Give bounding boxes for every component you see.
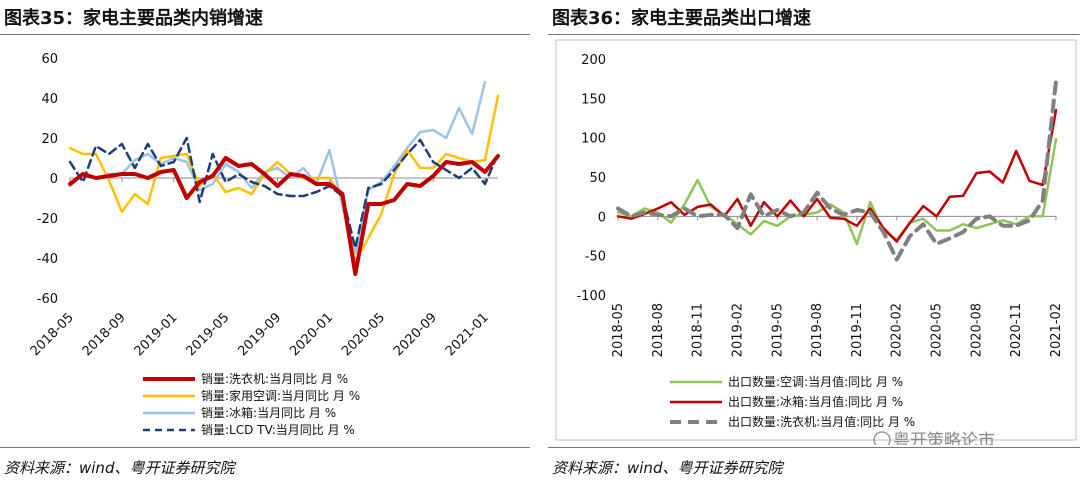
y-tick-label: 40 [41, 92, 58, 107]
x-tick-label: 2018-09 [80, 310, 129, 359]
y-tick-label: -40 [37, 252, 58, 267]
wechat-icon [873, 431, 891, 445]
series-line-1 [68, 94, 500, 264]
x-tick-label: 2019-02 [730, 303, 745, 357]
x-tick-label: 2019-01 [132, 310, 181, 359]
x-tick-label: 2018-08 [651, 303, 666, 357]
legend-label: 销量:洗衣机:当月同比 月 % [201, 371, 348, 386]
x-tick-label: 2018-05 [28, 310, 77, 359]
x-tick-label: 2019-08 [810, 303, 825, 357]
x-tick-label: 2018-05 [611, 303, 626, 357]
chart-title: 图表36：家电主要品类出口增速 [552, 8, 812, 29]
x-tick-label: 2020-02 [890, 303, 905, 357]
legend-label: 出口数量:洗衣机:当月值:同比 月 % [728, 414, 915, 429]
source-note: 资料来源：wind、粤开证券研究院 [4, 459, 235, 477]
source-rule [0, 447, 530, 448]
y-tick-label: 0 [598, 210, 606, 225]
y-tick-label: -100 [576, 289, 606, 304]
y-tick-label: 200 [581, 53, 606, 68]
x-tick-label: 2020-11 [1009, 303, 1024, 357]
x-tick-label: 2021-02 [1049, 303, 1064, 357]
source-rule [548, 447, 1080, 448]
y-tick-label: -60 [37, 292, 58, 307]
chart-panel-export: 图表36：家电主要品类出口增速 -100 -50 0 50 100 150 200 2018-… [548, 0, 1080, 486]
source-note: 资料来源：wind、粤开证券研究院 [552, 459, 783, 477]
y-tick-label: 50 [589, 171, 606, 186]
legend-label: 销量:LCD TV:当月同比 月 % [201, 423, 355, 437]
series-line-3 [68, 136, 500, 250]
legend-label: 出口数量:空调:当月值:同比 月 % [728, 374, 903, 389]
chart-panel-domestic: 图表35：家电主要品类内销增速 -60 -40 -20 0 20 40 60 2018-05 2… [0, 0, 530, 486]
y-tick-label: 20 [41, 132, 58, 147]
series-line-2 [616, 79, 1058, 262]
x-tick-label: 2020-05 [930, 303, 945, 357]
x-tick-label: 2019-11 [850, 303, 865, 357]
x-tick-label: 2019-09 [235, 310, 284, 359]
legend-label: 销量:冰箱:当月同比 月 % [201, 405, 336, 420]
x-tick-label: 2019-05 [183, 310, 232, 359]
x-tick-label: 2021-01 [443, 310, 492, 359]
x-tick-label: 2020-08 [969, 303, 984, 357]
legend-label: 销量:家用空调:当月同比 月 % [201, 388, 360, 403]
y-tick-label: -50 [585, 250, 606, 265]
x-tick-label: 2020-01 [287, 310, 336, 359]
series-line-1 [616, 108, 1058, 243]
series-line-0 [68, 154, 500, 276]
series-line-0 [616, 137, 1058, 246]
chart-title: 图表35：家电主要品类内销增速 [4, 8, 264, 29]
x-tick-label: 2020-09 [391, 310, 440, 359]
title-rule [0, 34, 530, 35]
chart-export-growth: -100 -50 0 50 100 150 200 2018-05 2018-08 2018-11… [555, 39, 1077, 445]
title-rule [548, 34, 1080, 35]
y-tick-label: 60 [41, 52, 58, 67]
x-tick-label: 2020-05 [339, 310, 388, 359]
legend-label: 出口数量:冰箱:当月值:同比 月 % [728, 394, 903, 409]
x-tick-label: 2019-05 [770, 303, 785, 357]
watermark-text: 粤开策略论市 [893, 431, 995, 445]
plot-frame [555, 39, 1077, 441]
y-tick-label: 100 [581, 132, 606, 147]
y-tick-label: 0 [50, 172, 58, 187]
y-tick-label: 150 [581, 92, 606, 107]
y-tick-label: -20 [37, 212, 58, 227]
x-tick-label: 2018-11 [691, 303, 706, 357]
